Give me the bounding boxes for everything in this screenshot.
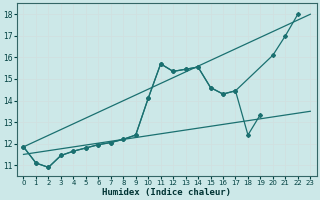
X-axis label: Humidex (Indice chaleur): Humidex (Indice chaleur)	[102, 188, 231, 197]
